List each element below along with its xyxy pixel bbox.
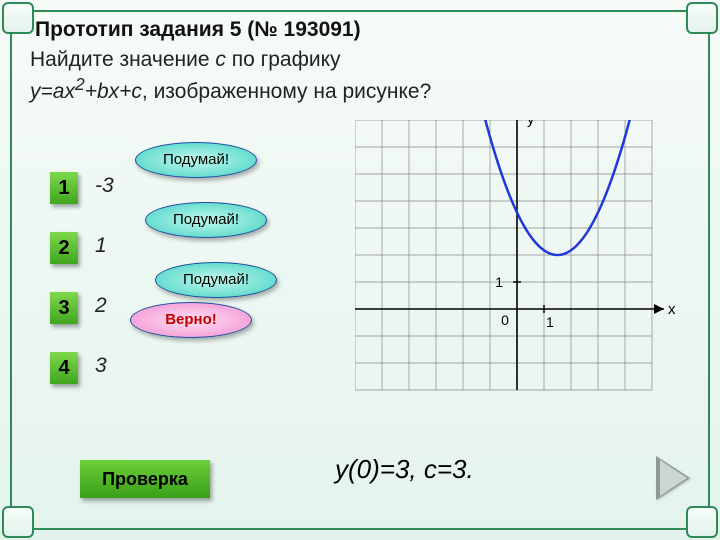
solution-text: y(0)=3, c=3. [335,454,474,485]
frame-corner [2,506,34,538]
feedback-think: Подумай! [135,142,257,178]
check-button[interactable]: Проверка [80,460,210,498]
title: Прототип задания 5 (№ 193091) [35,18,361,42]
svg-text:0: 0 [501,312,509,328]
answer-number-1[interactable]: 1 [50,172,78,204]
frame-corner [686,506,718,538]
frame-corner [2,2,34,34]
graph: yx011 [355,120,665,400]
answer-number-2[interactable]: 2 [50,232,78,264]
svg-text:1: 1 [495,274,503,290]
svg-text:1: 1 [546,314,554,330]
next-arrow[interactable] [656,456,690,500]
svg-text:x: x [668,301,675,318]
feedback-think: Подумай! [145,202,267,238]
answer-value-3: 2 [95,294,107,318]
answer-value-2: 1 [95,234,107,258]
answer-value-1: -3 [95,174,114,198]
frame-corner [686,2,718,34]
svg-text:y: y [527,120,535,128]
slide: Прототип задания 5 (№ 193091) Найдите зн… [0,0,720,540]
answer-number-3[interactable]: 3 [50,292,78,324]
feedback-think: Подумай! [155,262,277,298]
feedback-correct: Верно! [130,302,252,338]
question-text: Найдите значение c по графику y=ax2+bx+c… [30,46,460,106]
answer-value-4: 3 [95,354,107,378]
answer-number-4[interactable]: 4 [50,352,78,384]
